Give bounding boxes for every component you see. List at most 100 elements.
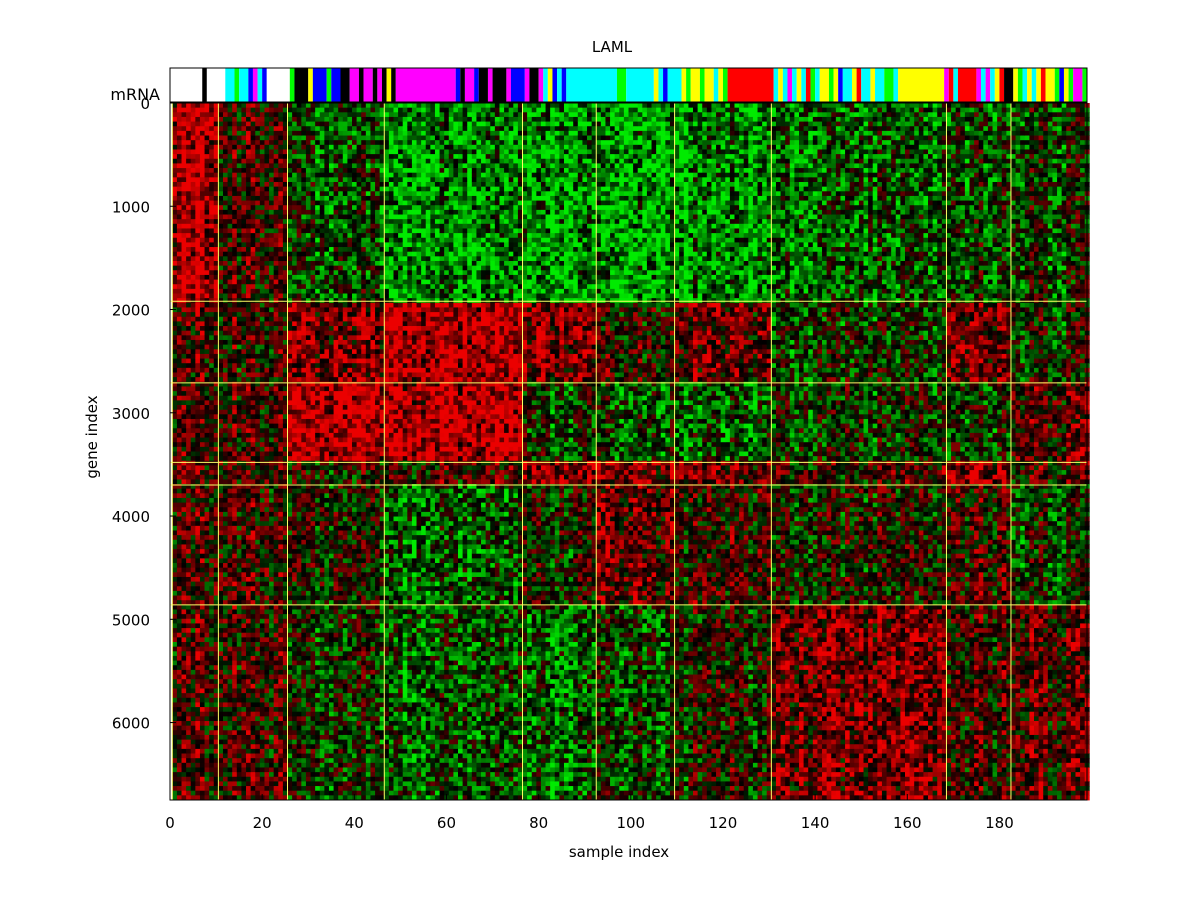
heatmap-cell [310,646,316,652]
heatmap-cell [241,353,247,359]
heatmap-cell [190,767,196,773]
heatmap-cell [246,107,252,113]
heatmap-cell [195,330,201,336]
heatmap-cell [236,604,242,610]
heatmap-cell [190,363,196,369]
heatmap-cell [319,186,325,192]
heatmap-cell [255,530,261,536]
heatmap-cell [264,502,270,508]
heatmap-cell [190,614,196,620]
heatmap-cell [181,697,187,703]
heatmap-cell [255,326,261,332]
heatmap-cell [199,544,205,550]
heatmap-cell [213,163,219,169]
heatmap-cell [255,465,261,471]
heatmap-cell [282,237,288,243]
heatmap-cell [259,418,265,425]
heatmap-cell [264,734,270,740]
heatmap-cell [186,437,192,443]
heatmap-cell [287,158,293,164]
annotation-block [252,68,258,102]
heatmap-cell [292,521,298,527]
heatmap-cell [204,576,210,583]
heatmap-cell [269,525,275,531]
heatmap-cell [204,270,210,276]
heatmap-cell [195,195,201,201]
heatmap-cell [209,200,215,206]
heatmap-cell [259,363,265,369]
heatmap-cell [310,140,316,146]
heatmap-cell [176,730,182,736]
heatmap-cell [259,144,265,150]
heatmap-cell [264,772,270,778]
heatmap-cell [292,172,298,178]
heatmap-cell [195,586,201,592]
heatmap-cell [172,284,178,290]
heatmap-cell [213,674,219,680]
heatmap-cell [259,372,265,378]
heatmap-cell [172,219,178,225]
heatmap-cell [232,307,238,313]
heatmap-cell [199,590,205,596]
heatmap-cell [310,516,316,522]
heatmap-cell [246,274,252,280]
annotation-block [566,68,617,102]
heatmap-cell [282,474,288,480]
heatmap-cell [259,377,265,383]
heatmap-cell [319,386,325,392]
heatmap-cell [190,284,196,290]
heatmap-cell [287,223,293,229]
heatmap-cell [301,642,307,648]
heatmap-cell [278,344,284,350]
heatmap-cell [195,405,201,411]
heatmap-cell [190,563,196,569]
heatmap-cell [264,614,270,620]
heatmap-cell [255,358,261,364]
heatmap-cell [246,335,252,341]
heatmap-cell [278,674,284,680]
heatmap-cell [222,219,229,225]
heatmap-cell [176,135,182,141]
heatmap-cell [236,772,242,778]
heatmap-cell [287,539,293,545]
heatmap-cell [296,414,302,420]
heatmap-cell [296,242,302,248]
heatmap-cell [172,358,178,364]
heatmap-cell [310,302,316,308]
heatmap-cell [315,353,321,359]
heatmap-cell [301,776,307,782]
heatmap-cell [190,103,196,109]
annotation-block [326,68,332,102]
heatmap-cell [287,544,293,550]
heatmap-cell [301,358,307,364]
heatmap-cell [227,405,233,411]
heatmap-cell [241,646,247,652]
heatmap-cell [172,418,178,425]
heatmap-cell [195,507,201,513]
heatmap-cell [236,683,242,689]
heatmap-cell [315,149,321,155]
heatmap-cell [315,688,321,694]
heatmap-cell [213,623,219,629]
heatmap-cell [181,502,187,508]
annotation-block [828,68,834,102]
heatmap-cell [296,158,302,164]
heatmap-cell [190,237,196,243]
heatmap-cell [292,511,298,517]
heatmap-cell [176,414,182,420]
heatmap-cell [305,260,311,267]
heatmap-cell [204,507,210,513]
heatmap-cell [255,140,261,146]
heatmap-cell [213,168,219,174]
heatmap-cell [305,660,311,666]
heatmap-cell [218,391,224,397]
heatmap-cell [301,781,307,787]
heatmap-cell [199,688,205,694]
heatmap-cell [186,400,192,406]
heatmap-cell [269,651,275,657]
heatmap-cell [176,205,182,211]
heatmap-cell [246,395,252,401]
heatmap-cell [269,786,275,792]
heatmap-cell [213,544,219,550]
heatmap-cell [269,669,275,675]
